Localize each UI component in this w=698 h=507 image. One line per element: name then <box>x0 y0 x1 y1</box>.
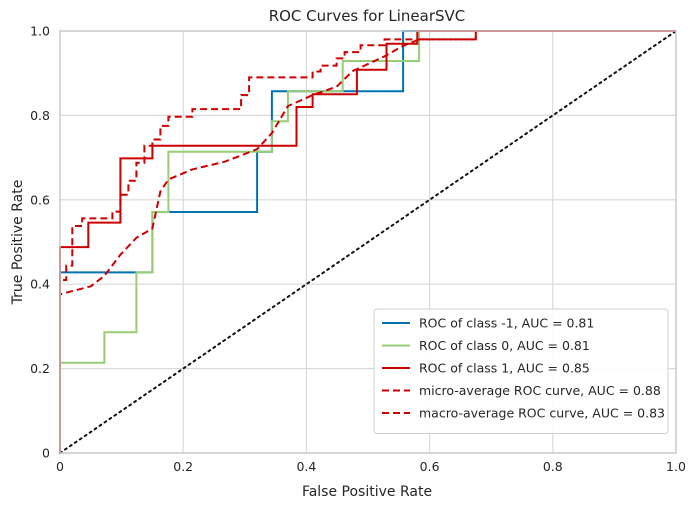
x-tick-label: 0.4 <box>296 459 316 474</box>
y-tick-label: 0.2 <box>30 361 50 376</box>
y-tick-label: 0.6 <box>30 192 50 207</box>
x-tick-label: 1.0 <box>666 459 686 474</box>
x-tick-label: 0.2 <box>173 459 193 474</box>
legend-box <box>373 308 669 434</box>
y-axis-label: True Positive Rate <box>10 180 26 306</box>
x-tick-label: 0.8 <box>543 459 563 474</box>
roc-series-1 <box>59 30 676 453</box>
x-axis-label: False Positive Rate <box>302 484 432 500</box>
legend-entry: ROC of class 0, AUC = 0.81 <box>419 338 590 353</box>
y-tick-label: 0 <box>42 446 50 461</box>
roc-series-4 <box>59 30 676 453</box>
chart-title: ROC Curves for LinearSVC <box>269 7 466 25</box>
y-tick-label: 0.4 <box>30 277 50 292</box>
roc-series-2 <box>59 30 676 453</box>
x-tick-label: 0 <box>56 459 64 474</box>
roc-series-3 <box>59 30 676 453</box>
legend-entry: ROC of class -1, AUC = 0.81 <box>419 316 594 331</box>
chance-diagonal <box>59 30 677 454</box>
tick-labels: 0 0.2 0.4 0.6 0.8 1.0 0 0.2 0.4 0.6 0.8 1.0 <box>30 24 686 475</box>
y-tick-label: 0.8 <box>30 108 50 123</box>
y-tick-label: 1.0 <box>30 24 50 39</box>
legend-entry: micro-average ROC curve, AUC = 0.88 <box>419 383 661 398</box>
x-tick-label: 0.6 <box>420 459 440 474</box>
legend-entry: macro-average ROC curve, AUC = 0.83 <box>419 406 665 421</box>
legend-entry: ROC of class 1, AUC = 0.85 <box>419 361 590 376</box>
plot-frame <box>59 30 677 454</box>
legend: ROC of class -1, AUC = 0.81 ROC of class … <box>373 308 669 434</box>
